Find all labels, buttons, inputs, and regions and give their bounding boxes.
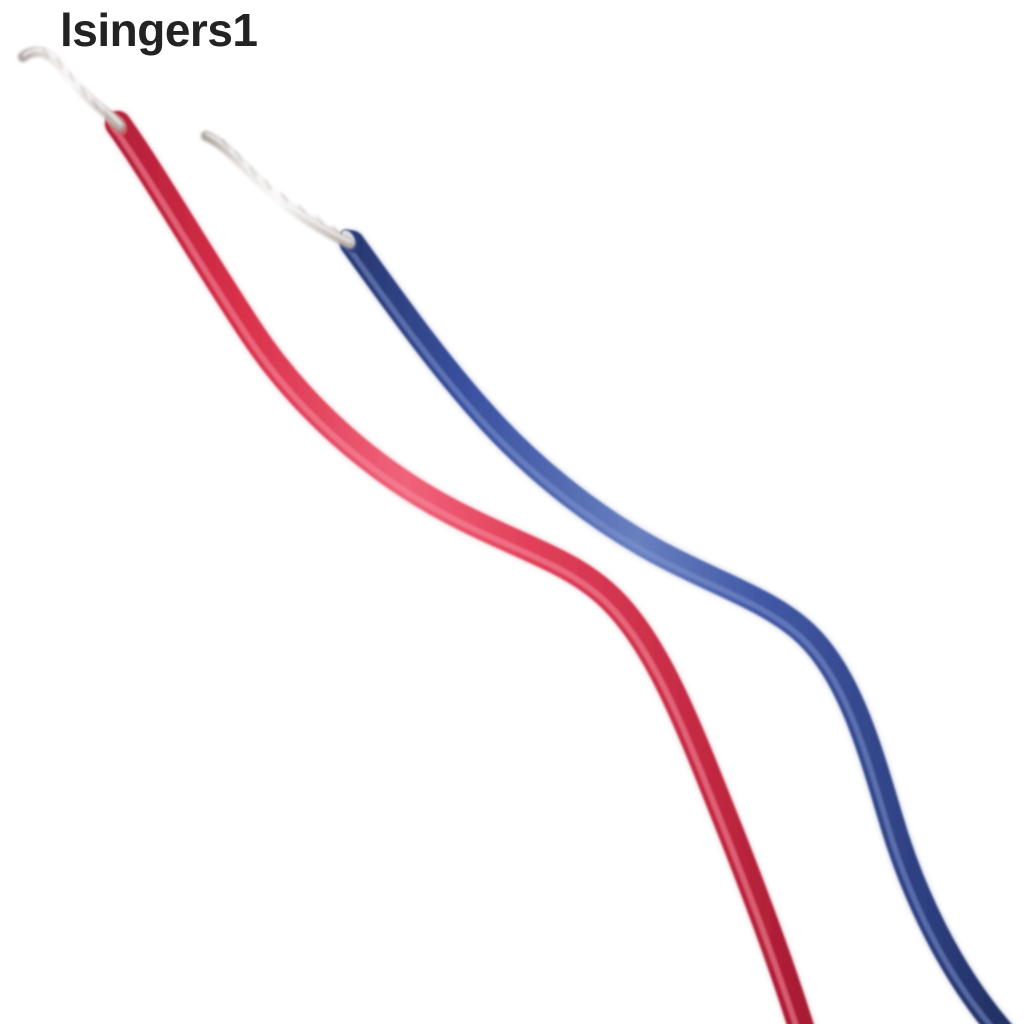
red-wire-insulation — [105, 111, 814, 1024]
blue-wire-strand-twists — [221, 138, 341, 234]
seller-watermark: lsingers1 — [60, 4, 258, 56]
red-wire-highlight — [111, 125, 799, 1024]
red-wire — [18, 46, 817, 1024]
blue-wire-conductor — [201, 131, 355, 249]
red-wire-strand-twists — [42, 47, 111, 121]
blue-wire — [201, 131, 1015, 1024]
red-wire-conductor — [18, 46, 125, 131]
blue-wire-insulation — [339, 230, 1012, 1024]
blue-wire-highlight — [345, 244, 994, 1024]
